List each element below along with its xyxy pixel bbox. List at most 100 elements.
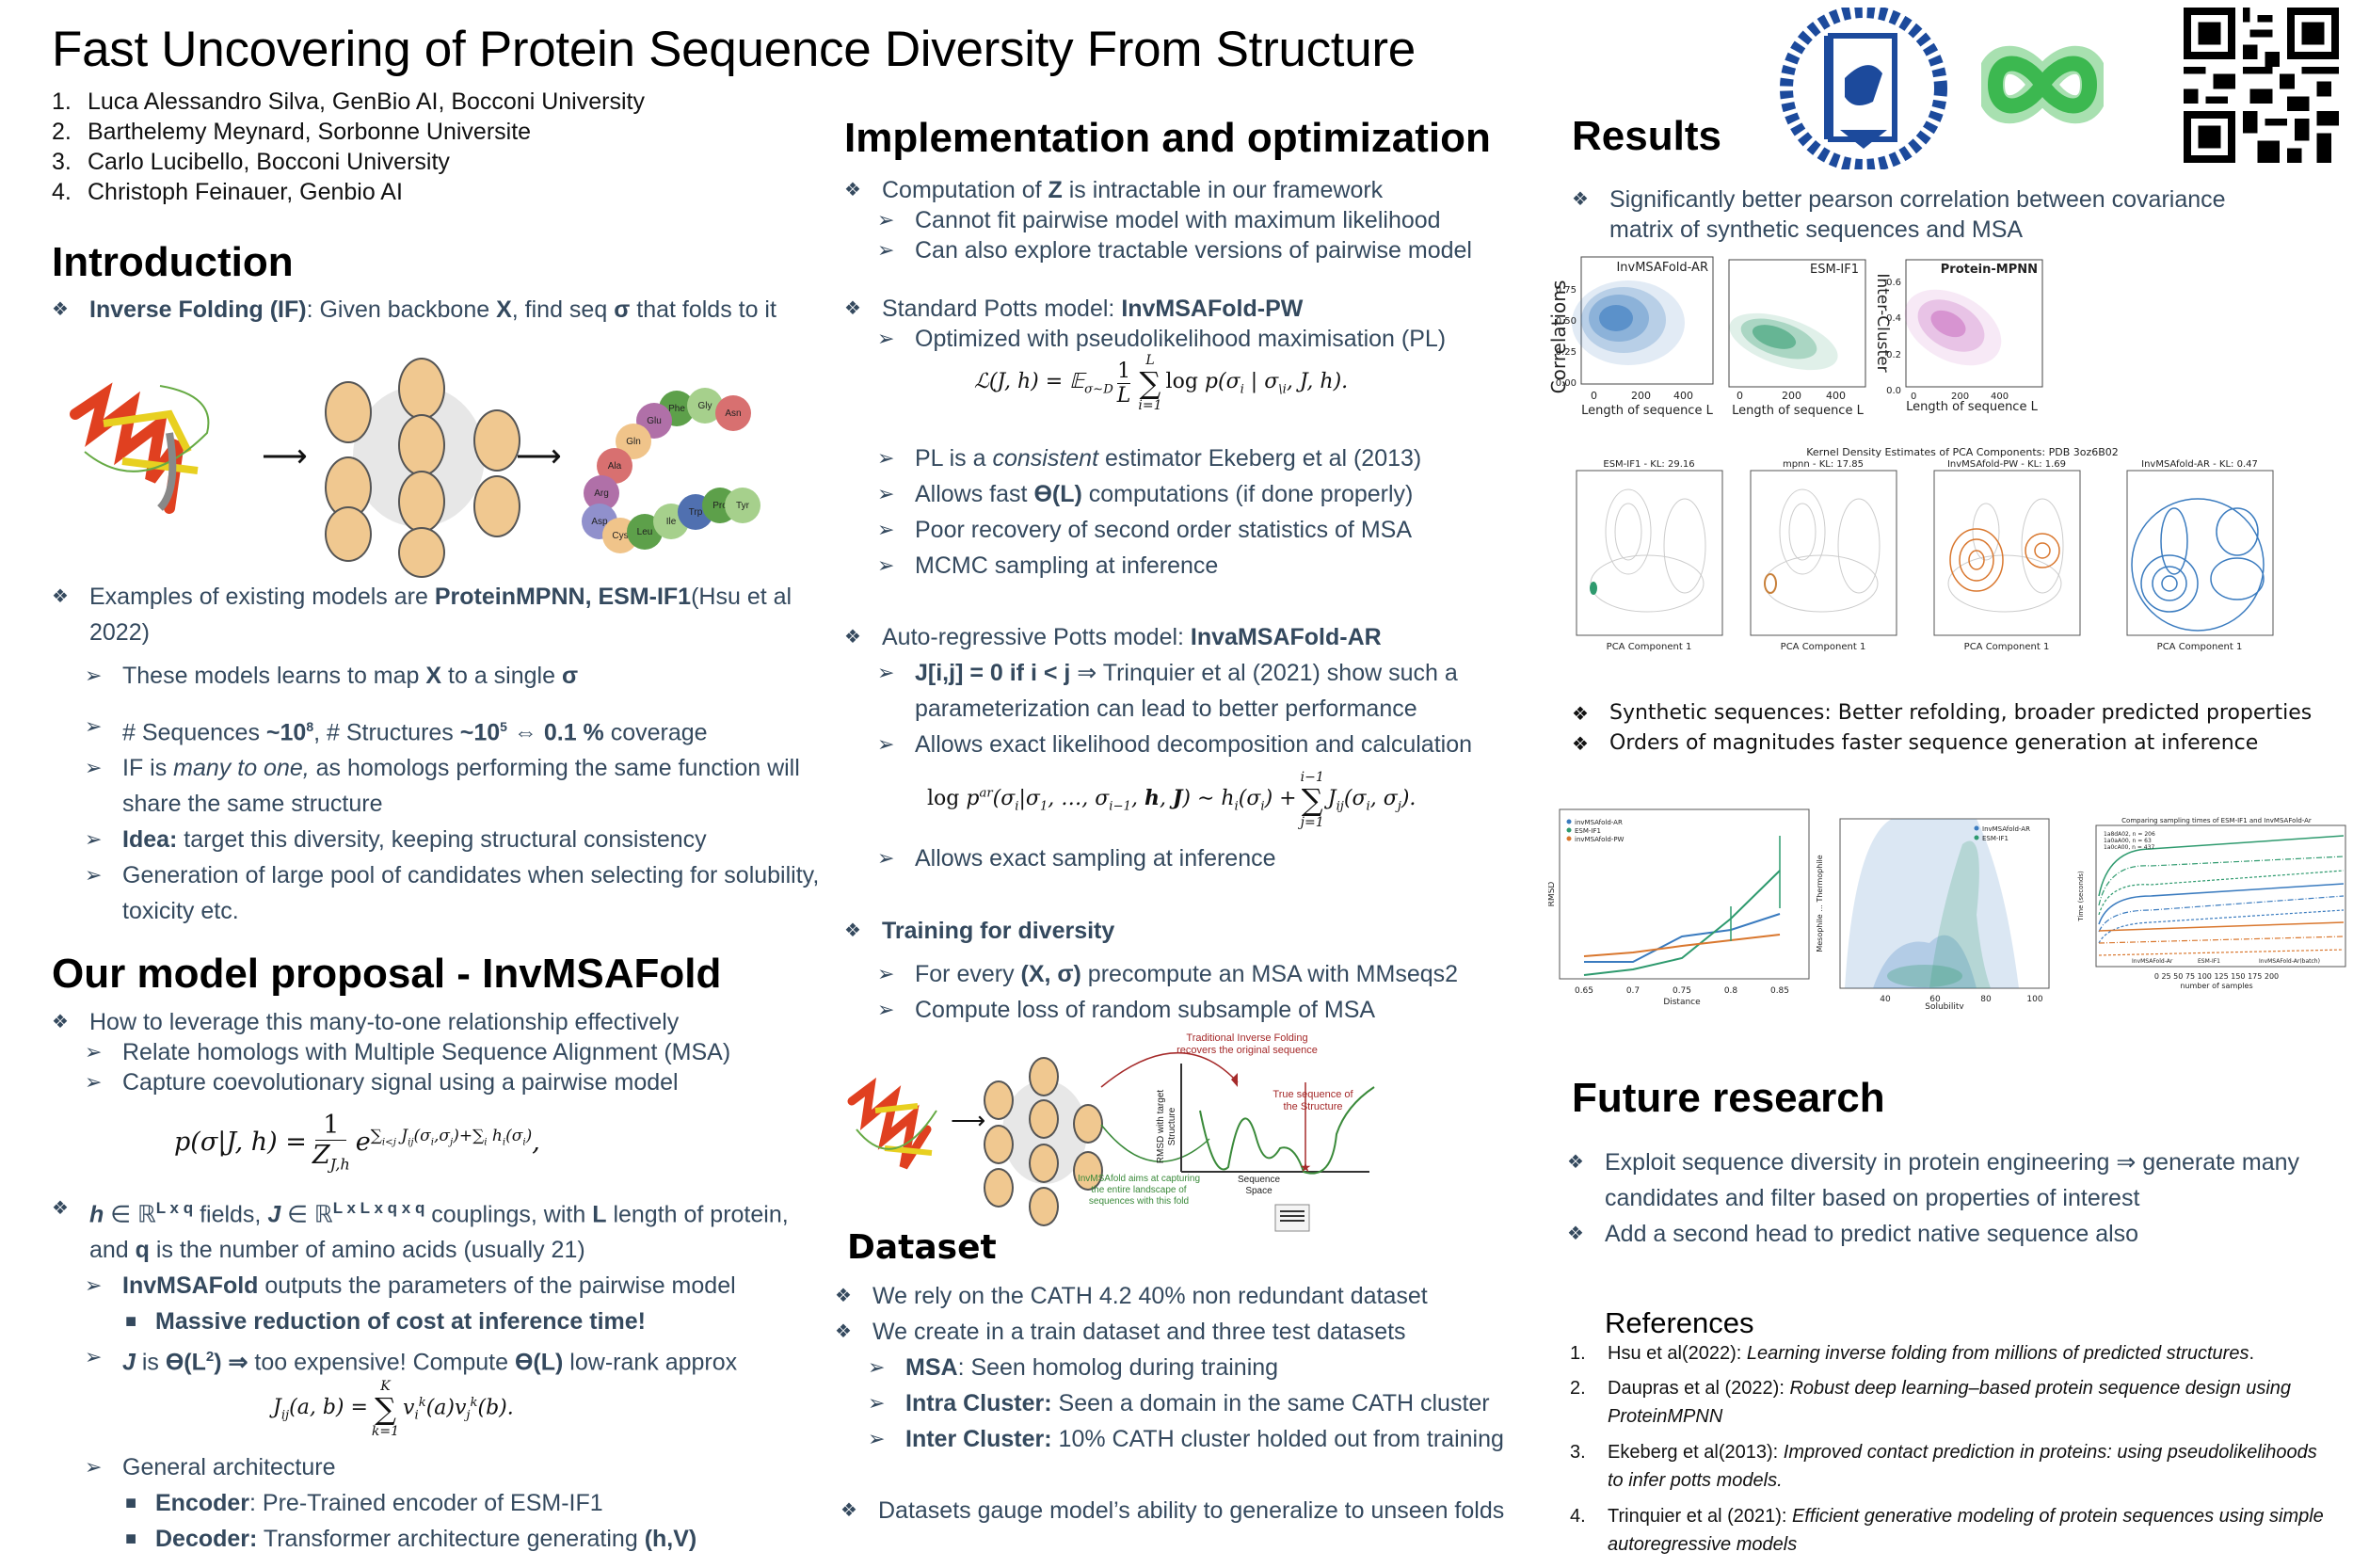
svg-text:Kernel Density Estimates of PC: Kernel Density Estimates of PCA Componen… xyxy=(1806,446,2119,458)
bocconi-logo xyxy=(1779,5,1948,172)
solubility-thermophile-chart: Mesophile ... Thermophile 40 60 80 100 Solu… xyxy=(1816,802,2071,1012)
dataset-bullets: ❖ We rely on the CATH 4.2 40% non redunda… xyxy=(835,1278,1569,1528)
svg-text:0: 0 xyxy=(1737,390,1743,402)
svg-text:1a8dA02, n = 206: 1a8dA02, n = 206 xyxy=(2104,831,2155,838)
svg-text:InvMSAfold-AR - KL: 0.47: InvMSAfold-AR - KL: 0.47 xyxy=(2141,459,2258,470)
poster-title: Fast Uncovering of Protein Sequence Dive… xyxy=(52,22,1416,77)
protein-structure-image xyxy=(70,382,210,514)
bullet-arrow-icon: ➢ xyxy=(877,661,895,684)
bullet-diamond-icon: ❖ xyxy=(835,1321,852,1342)
svg-text:ESM-IF1: ESM-IF1 xyxy=(2198,958,2220,965)
svg-text:InvMSAfold-AR: InvMSAfold-AR xyxy=(1982,825,2030,833)
bullet-arrow-icon: ➢ xyxy=(877,553,895,577)
svg-text:Comparing sampling times of ES: Comparing sampling times of ESM-IF1 and … xyxy=(2121,817,2312,824)
svg-text:60: 60 xyxy=(1929,995,1941,1004)
svg-text:0 25 50 75 100 125: 0 25 50 75 100 125 150 175 200 xyxy=(2154,972,2279,981)
svg-text:ESM-IF1: ESM-IF1 xyxy=(1810,263,1859,277)
reference-item: 2. Daupras et al (2022): Robust deep lear… xyxy=(1570,1378,2292,1427)
bullet-diamond-icon: ❖ xyxy=(52,1012,69,1032)
author-list: 1. Luca Alessandro Silva, GenBio AI, Bocc… xyxy=(52,87,645,207)
bullet-diamond-icon: ❖ xyxy=(835,1286,852,1306)
section-heading-dataset: Dataset xyxy=(847,1228,997,1267)
impl-pw-bullets: ❖ Standard Potts model: InvMSAFold-PW ➢ Op… xyxy=(844,296,1447,352)
neural-network-image xyxy=(325,358,520,578)
svg-text:Length of sequence L: Length of sequence L xyxy=(1906,400,2038,414)
svg-text:InvMSAFold-AR: InvMSAFold-AR xyxy=(1616,261,1708,275)
true-sequence-label: True sequence of the Structure xyxy=(1273,1089,1353,1112)
bullet-arrow-icon: ➢ xyxy=(877,482,895,505)
amino-acid-chain-image: Phe Gly Asn Glu Gln Ala Arg Asp Cys Leu … xyxy=(574,386,772,553)
author-item: 4. Christoph Feinauer, Genbio AI xyxy=(52,179,403,205)
svg-text:number of samples: number of samples xyxy=(2180,982,2252,990)
bullet-diamond-icon: ❖ xyxy=(840,1500,857,1521)
rmsd-distance-chart: RMSD 0.65 0.7 0.75 0.8 0.85 Distance invMSAf… xyxy=(1547,805,1817,1012)
svg-text:Protein-MPNN: Protein-MPNN xyxy=(1941,263,2038,277)
svg-text:PCA Component 1: PCA Component 1 xyxy=(2157,642,2243,652)
bullet-arrow-icon: ➢ xyxy=(877,327,895,350)
svg-text:1a0cA00, n = 437: 1a0cA00, n = 437 xyxy=(2104,844,2154,851)
svg-text:0.75: 0.75 xyxy=(1556,285,1577,296)
equation-autoregressive: log par(σi|σ1, …, σi−1, h, J) ∼ hi(σi) +… xyxy=(927,770,1417,830)
model-bullets-bottom: ❖ h ∈ ℝL x q fields, J ∈ ℝL x L x q x q c… xyxy=(52,1191,833,1381)
svg-text:ESM-IF1: ESM-IF1 xyxy=(1982,835,2009,842)
pca-panel-esm: ESM-IF1 - KL: 29.16 PCA Component 1 xyxy=(1576,459,1723,652)
architecture-bullets: ➢ General architecture ■ Encoder: Pre-Trai… xyxy=(52,1449,833,1557)
author-item: 2. Barthelemy Meynard, Sorbonne Universit… xyxy=(52,119,532,145)
bullet-diamond-icon: ❖ xyxy=(52,586,69,607)
pca-panel-pw: InvMSAfold-PW - KL: 1.69 PCA Component 1 xyxy=(1933,459,2081,652)
bullet-arrow-icon: ➢ xyxy=(877,518,895,541)
svg-text:0.25: 0.25 xyxy=(1556,347,1577,358)
svg-text:200: 200 xyxy=(1631,390,1651,402)
svg-text:1a0aA00, n = 63: 1a0aA00, n = 63 xyxy=(2104,838,2152,844)
svg-text:0.8: 0.8 xyxy=(1724,986,1738,996)
future-bullets: ❖ Exploit sequence diversity in protein e… xyxy=(1567,1144,2311,1252)
reference-item: 1. Hsu et al(2022): Learning inverse fold… xyxy=(1570,1343,2255,1364)
invmsafold-aim-label: InvMSAfold aims at capturing the entire … xyxy=(1077,1174,1201,1207)
bullet-arrow-icon: ➢ xyxy=(877,846,895,870)
bullet-square-icon: ■ xyxy=(125,1493,137,1513)
svg-text:Inter-Cluster: Inter-Cluster xyxy=(1873,273,1892,372)
svg-text:ESM-IF1: ESM-IF1 xyxy=(1575,827,1601,835)
bullet-arrow-icon: ➢ xyxy=(877,732,895,756)
genbio-logo xyxy=(1976,33,2109,136)
bullet-square-icon: ■ xyxy=(125,1528,137,1549)
section-heading-model: Our model proposal - InvMSAFold xyxy=(52,951,722,997)
bullet-arrow-icon: ➢ xyxy=(877,998,895,1021)
pca-kde-charts: Kernel Density Estimates of PCA Componen… xyxy=(1558,442,2348,654)
bullet-diamond-icon: ❖ xyxy=(844,627,861,648)
svg-text:200: 200 xyxy=(1951,392,1969,402)
sequence-space-label: Sequence Space xyxy=(1237,1175,1281,1196)
impl-ar-bullets: ❖ Auto-regressive Potts model: InvaMSAFol… xyxy=(844,619,1560,762)
bullet-arrow-icon: ➢ xyxy=(85,1455,103,1479)
svg-text:Mesophile ... Thermophile: Mesophile ... Thermophile xyxy=(1817,855,1824,952)
bullet-arrow-icon: ➢ xyxy=(85,756,103,780)
svg-text:80: 80 xyxy=(1980,995,1992,1004)
intro-if-definition: ❖ Inverse Folding (IF): Given backbone X,… xyxy=(52,292,842,328)
bullet-arrow-icon: ➢ xyxy=(85,1345,103,1369)
section-heading-implementation: Implementation and optimization xyxy=(844,115,1491,161)
svg-text:400: 400 xyxy=(1991,392,2009,402)
svg-text:InvMSAFold-Ar: InvMSAFold-Ar xyxy=(2132,958,2173,965)
svg-text:0.85: 0.85 xyxy=(1770,986,1789,996)
qr-code[interactable] xyxy=(2184,8,2339,163)
svg-text:0.0: 0.0 xyxy=(1886,386,1901,396)
svg-text:Correlations: Correlations xyxy=(1548,280,1570,394)
reference-item: 3. Ekeberg et al(2013): Improved contact … xyxy=(1570,1442,2317,1491)
impl-z-bullets: ❖ Computation of Z is intractable in our … xyxy=(844,177,1472,264)
equation-potts: p(σ|J, h) = 1 ZJ,h e∑i<j Jij(σi,σj)+∑i h… xyxy=(174,1111,540,1174)
svg-text:0.2: 0.2 xyxy=(1886,350,1901,360)
svg-text:PCA Component 1: PCA Component 1 xyxy=(1607,642,1692,652)
bullet-arrow-icon: ➢ xyxy=(85,1273,103,1298)
reference-item: 4. Trinquier et al (2021): Efficient gene… xyxy=(1570,1506,2324,1555)
bullet-diamond-icon: ❖ xyxy=(844,180,861,200)
arrow-right-icon: ⟶ xyxy=(262,439,308,474)
bullet-arrow-icon: ➢ xyxy=(877,238,895,262)
bullet-arrow-icon: ➢ xyxy=(85,714,103,738)
svg-text:Time (seconds): Time (seconds) xyxy=(2077,871,2085,922)
bullet-arrow-icon: ➢ xyxy=(877,446,895,470)
svg-text:200: 200 xyxy=(1782,390,1801,402)
bullet-diamond-icon: ❖ xyxy=(844,920,861,941)
bullet-arrow-icon: ➢ xyxy=(85,827,103,852)
svg-text:Distance: Distance xyxy=(1663,998,1701,1007)
svg-text:0.65: 0.65 xyxy=(1575,986,1593,996)
